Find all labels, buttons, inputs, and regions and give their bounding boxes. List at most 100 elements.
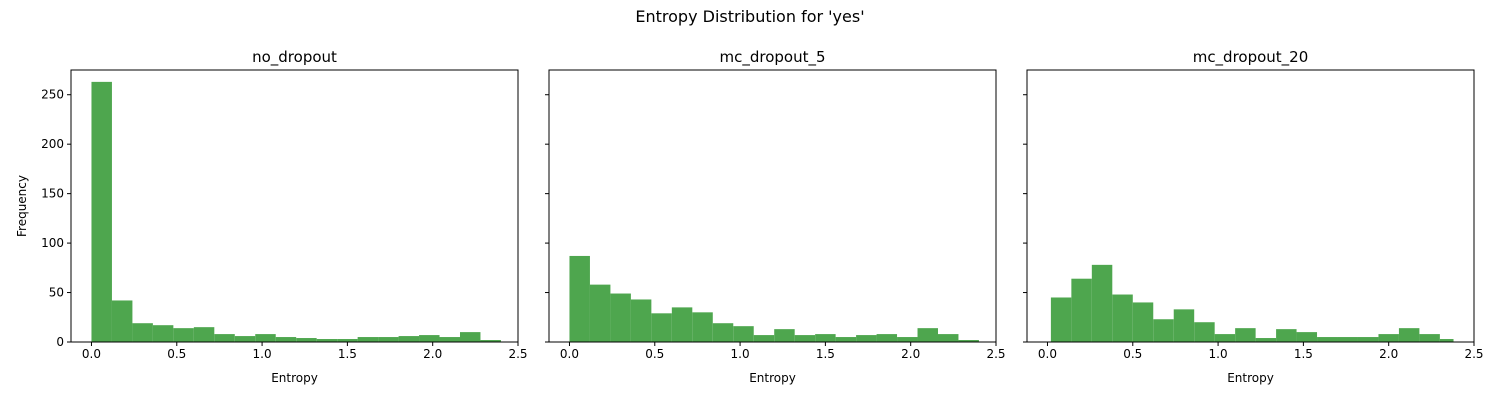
histogram-bar [255,334,276,342]
histogram-bar [1296,332,1318,342]
histogram-bar [1132,302,1154,342]
histogram-bar [815,334,836,342]
chart-title: mc_dropout_5 [719,48,825,67]
y-tick-label: 100 [41,236,64,250]
x-tick-label: 1.5 [338,347,357,361]
histogram-bar [1235,328,1256,342]
x-tick-label: 1.0 [1209,347,1228,361]
x-tick-label: 1.5 [816,347,835,361]
histogram-bar [337,339,358,342]
histogram-bar [671,307,693,342]
histogram-bar [1071,278,1092,342]
histogram-bar [111,300,133,342]
histogram-bar [398,336,420,342]
x-tick-label: 1.0 [731,347,750,361]
y-tick-label: 50 [49,286,64,300]
x-tick-label: 0.5 [645,347,664,361]
chart-panel-1: 0.0 0.5 1.0 1.5 2.0 2.5 0 50 100 150 200 250 no_drop… [15,48,528,385]
axes-frame [548,69,997,343]
chart-panels: 0.0 0.5 1.0 1.5 2.0 2.5 0 50 100 150 200 250 no_drop… [15,48,1484,385]
axes-frame [1026,69,1475,343]
histogram-bar [357,337,379,342]
y-tick-label: 0 [56,335,64,349]
chart-panel-3: 0.0 0.5 1.0 1.5 2.0 2.5 mc_dropout_20 Entropy [1023,48,1484,385]
x-tick-label: 0.0 [1038,347,1057,361]
x-tick-label: 1.0 [253,347,272,361]
histogram-bar [589,284,611,342]
histogram-bar [733,326,754,342]
histogram-bar [753,335,775,342]
histogram-bar [1439,339,1454,342]
histogram-bar [439,337,460,342]
histogram-bar [1337,337,1358,342]
y-tick-label: 150 [41,187,64,201]
histogram-bar [1153,319,1174,342]
histogram-bar [1173,309,1195,342]
histogram-bar [1112,294,1133,342]
histogram-bar [774,329,795,342]
axes-frame [70,69,519,343]
x-tick-label: 0.0 [560,347,579,361]
x-axis-label: Entropy [271,371,318,385]
x-tick-label: 1.5 [1294,347,1313,361]
x-tick-label: 2.0 [1379,347,1398,361]
histogram-bar [1214,334,1236,342]
histogram-bar [1091,264,1113,342]
x-tick-label: 2.5 [1464,347,1483,361]
histogram-bar [1194,322,1215,342]
histogram-bar [958,340,979,342]
y-axis-label: Frequency [15,175,29,237]
histogram-bar [1255,338,1277,342]
histogram-bar [794,335,816,342]
histogram-bar [316,339,338,342]
histogram-bar [651,313,672,342]
histogram-bar [275,337,297,342]
histogram-bar [1398,328,1420,342]
histogram-bar [610,293,631,342]
x-tick-label: 2.5 [508,347,527,361]
x-tick-label: 0.0 [82,347,101,361]
x-tick-label: 2.0 [901,347,920,361]
histogram-bar [856,335,877,342]
histogram-bar [91,81,112,343]
x-tick-label: 0.5 [1123,347,1142,361]
histogram-bar [876,334,898,342]
chart-title: no_dropout [252,48,337,67]
histogram-bar [1357,337,1379,342]
figure-title: Entropy Distribution for 'yes' [635,7,864,26]
histogram-bar [459,332,481,342]
histogram-bar [173,328,194,342]
histogram-bar [630,299,652,342]
histogram-bar [1317,337,1338,342]
y-tick-label: 200 [41,137,64,151]
chart-panel-2: 0.0 0.5 1.0 1.5 2.0 2.5 mc_dropout_5 Entropy [545,48,1006,385]
histogram-bar [1378,334,1399,342]
histogram-bar [193,327,215,342]
histogram-bar [152,325,174,342]
x-tick-label: 2.0 [423,347,442,361]
x-axis-label: Entropy [749,371,796,385]
histogram-bar [1276,329,1297,342]
chart-title: mc_dropout_20 [1193,48,1309,67]
histogram-bar [296,338,317,342]
histogram-bar [1419,334,1440,342]
histogram-bar [214,334,235,342]
histogram-bar [480,340,501,342]
histogram-bar [712,323,734,342]
x-tick-label: 2.5 [986,347,1005,361]
histogram-bar [897,337,918,342]
histogram-bar [835,337,857,342]
y-tick-label: 250 [41,88,64,102]
histogram-bar [132,323,153,342]
histogram-bar [234,336,256,342]
histogram-bar [569,255,590,342]
histogram-bar [692,312,713,342]
histogram-bar [917,328,938,342]
x-tick-label: 0.5 [167,347,186,361]
histogram-bar [419,335,440,342]
histogram-bar [378,337,399,342]
histogram-bar [1050,297,1072,342]
x-axis-label: Entropy [1227,371,1274,385]
histogram-bar [937,334,959,342]
